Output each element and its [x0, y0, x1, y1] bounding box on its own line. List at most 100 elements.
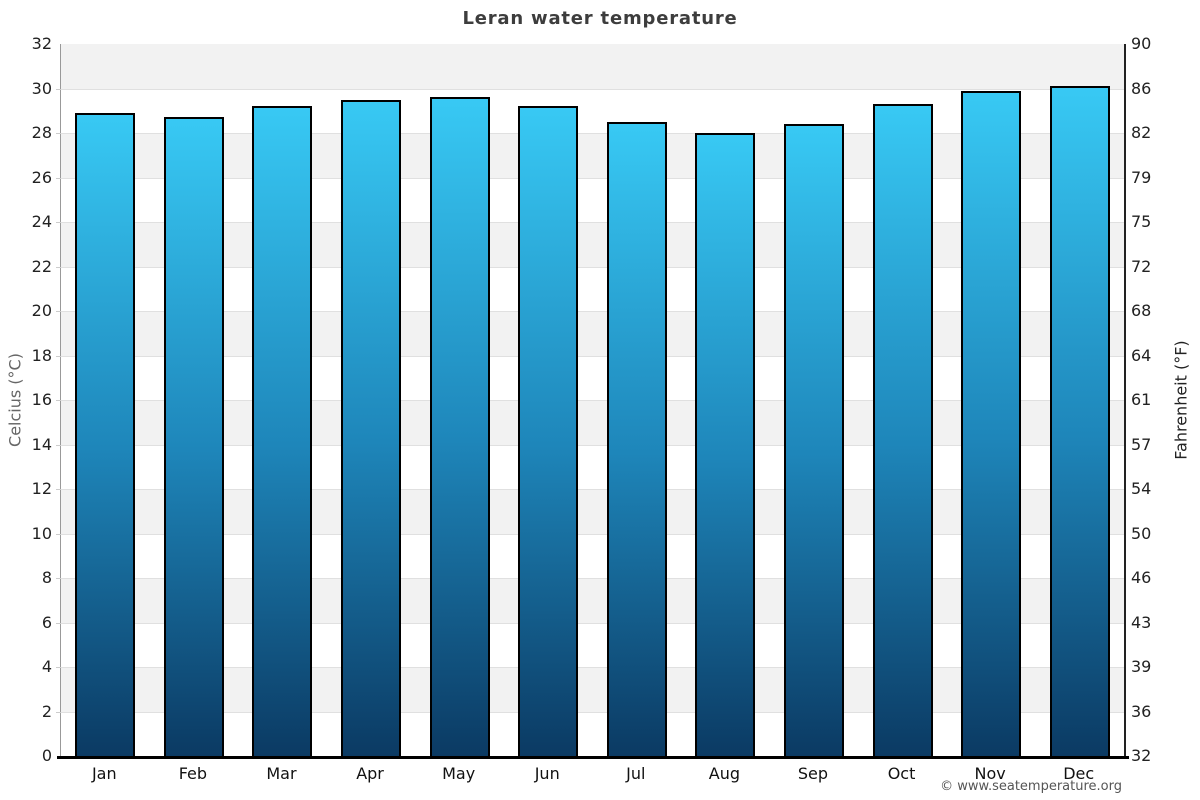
axis-tick	[56, 222, 61, 223]
y-tick-fahrenheit-50: 50	[1131, 523, 1152, 543]
plot-band	[61, 44, 1124, 89]
x-axis-line	[57, 756, 1129, 759]
gridline	[61, 266, 1124, 268]
axis-tick	[56, 578, 61, 579]
y-tick-celsius-20: 20	[31, 301, 52, 320]
plot-band	[61, 578, 1124, 623]
y-tick-celsius-18: 18	[31, 345, 52, 365]
plot-band	[61, 489, 1124, 534]
plot-area	[56, 44, 1129, 759]
y-tick-celsius-26: 26	[31, 167, 52, 187]
y-tick-celsius-28: 28	[31, 123, 52, 142]
gridline	[61, 133, 1124, 134]
gridline	[61, 311, 1124, 312]
x-tick-label-jan: Jan	[91, 764, 117, 783]
y-tick-celsius-4: 4	[41, 657, 52, 676]
y-tick-celsius-6: 6	[41, 612, 52, 632]
x-tick-label-nov: Nov	[974, 764, 1006, 783]
bar-apr	[341, 99, 402, 756]
y-tick-fahrenheit-39: 39	[1131, 657, 1152, 676]
bar-oct	[872, 104, 933, 756]
y-tick-celsius-0: 0	[41, 746, 52, 765]
x-tick-label-jul: Jul	[626, 764, 646, 783]
y-tick-fahrenheit-61: 61	[1131, 390, 1152, 409]
axis-tick	[56, 711, 61, 713]
copyright-text: © www.seatemperature.org	[940, 779, 1122, 794]
gridline	[61, 177, 1124, 179]
y-tick-fahrenheit-82: 82	[1131, 123, 1152, 142]
bar-aug	[695, 133, 756, 756]
y-tick-fahrenheit-64: 64	[1131, 345, 1152, 365]
y-tick-celsius-16: 16	[31, 390, 52, 409]
y-tick-celsius-14: 14	[31, 434, 52, 454]
x-tick-label-feb: Feb	[178, 764, 208, 783]
y-tick-fahrenheit-79: 79	[1131, 167, 1152, 187]
y-tick-celsius-12: 12	[31, 479, 52, 498]
y-tick-fahrenheit-43: 43	[1131, 612, 1152, 632]
plot-band	[61, 400, 1124, 445]
bar-feb	[163, 117, 224, 756]
y-tick-fahrenheit-90: 90	[1131, 34, 1152, 53]
bar-mar	[252, 106, 313, 756]
gridline	[61, 355, 1124, 357]
bar-jul	[606, 121, 667, 756]
x-tick-label-apr: Apr	[356, 764, 384, 783]
gridline	[61, 578, 1124, 579]
gridline	[61, 711, 1124, 713]
bar-jun	[518, 106, 579, 756]
y-tick-celsius-8: 8	[41, 568, 52, 587]
x-tick-label-may: May	[442, 764, 476, 783]
axis-tick	[56, 311, 61, 312]
y-tick-celsius-30: 30	[31, 78, 52, 98]
y-tick-fahrenheit-36: 36	[1131, 701, 1152, 721]
y-tick-fahrenheit-68: 68	[1131, 301, 1152, 320]
y-tick-celsius-24: 24	[31, 212, 52, 231]
y-tick-fahrenheit-72: 72	[1131, 256, 1152, 276]
x-tick-label-dec: Dec	[1063, 764, 1095, 783]
x-tick-label-oct: Oct	[887, 764, 916, 783]
y-tick-fahrenheit-54: 54	[1131, 479, 1152, 498]
y-tick-celsius-32: 32	[31, 34, 52, 53]
y-tick-fahrenheit-86: 86	[1131, 78, 1152, 98]
axis-tick	[56, 489, 61, 490]
gridline	[61, 533, 1124, 535]
chart-title: Leran water temperature	[462, 8, 738, 29]
axis-tick	[56, 266, 61, 268]
plot-band	[61, 133, 1124, 178]
plot-band	[61, 311, 1124, 356]
bar-jan	[75, 112, 136, 756]
axis-tick	[56, 177, 61, 179]
y-tick-celsius-2: 2	[41, 701, 52, 721]
plot-band	[61, 667, 1124, 712]
axis-tick	[56, 622, 61, 624]
gridline	[61, 88, 1124, 90]
plot-band	[61, 222, 1124, 267]
axis-tick	[56, 667, 61, 668]
x-tick-label-jun: Jun	[534, 764, 560, 783]
axis-tick	[56, 400, 61, 401]
y-tick-fahrenheit-75: 75	[1131, 212, 1152, 231]
gridline	[61, 489, 1124, 490]
gridline	[61, 444, 1124, 446]
axis-tick	[56, 444, 61, 446]
x-tick-label-mar: Mar	[266, 764, 297, 783]
bar-sep	[783, 124, 844, 756]
y-tick-fahrenheit-57: 57	[1131, 434, 1152, 454]
gridline	[61, 667, 1124, 668]
gridline	[61, 622, 1124, 624]
axis-tick	[56, 533, 61, 535]
gridline	[61, 400, 1124, 401]
y-tick-celsius-22: 22	[31, 256, 52, 276]
axis-tick	[56, 88, 61, 90]
bar-nov	[961, 90, 1022, 756]
gridline	[61, 222, 1124, 223]
bar-dec	[1049, 86, 1110, 756]
y-tick-fahrenheit-46: 46	[1131, 568, 1152, 587]
bar-may	[429, 97, 490, 756]
axis-tick	[56, 133, 61, 134]
axis-tick	[56, 355, 61, 357]
x-tick-label-aug: Aug	[708, 764, 740, 783]
x-tick-label-sep: Sep	[797, 764, 829, 783]
y-tick-fahrenheit-32: 32	[1131, 746, 1152, 765]
